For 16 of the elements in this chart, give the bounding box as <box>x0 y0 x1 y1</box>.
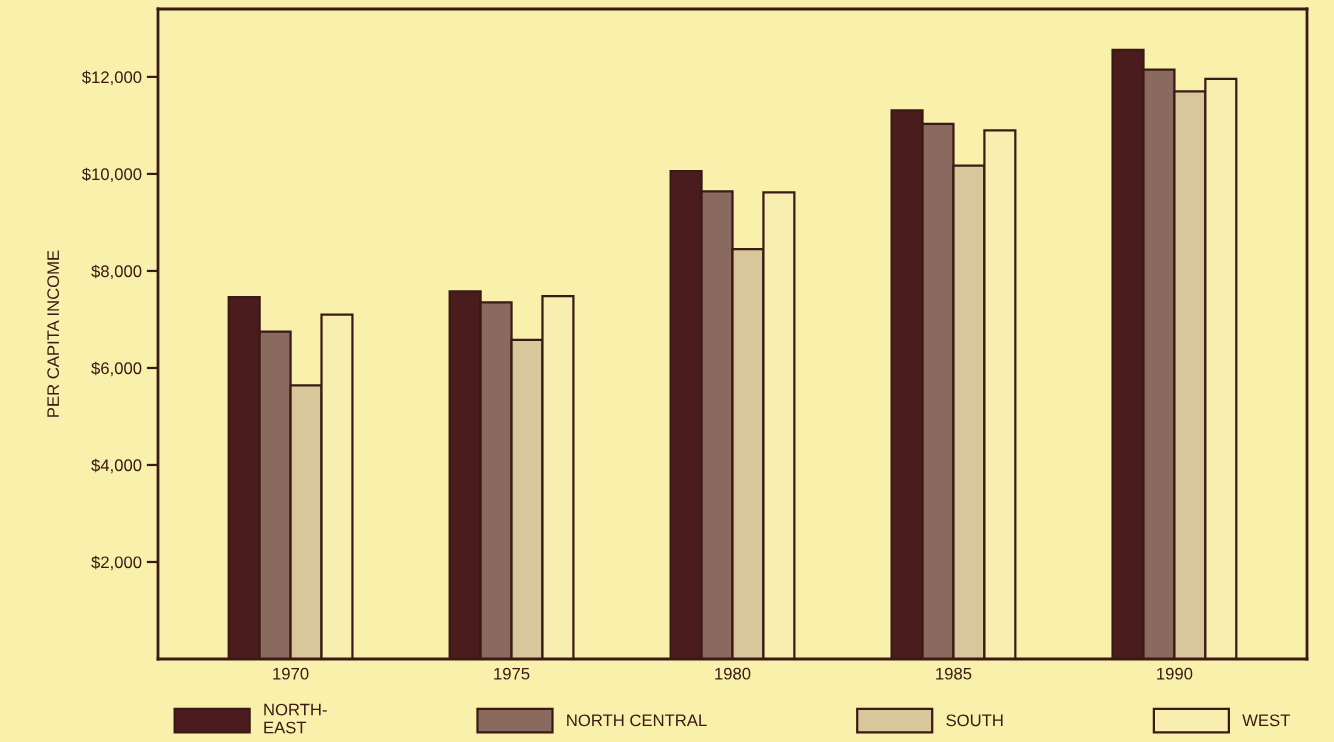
y-tick-label: $6,000 <box>91 361 142 377</box>
y-tick-label: $10,000 <box>81 167 142 183</box>
legend-label: NORTH- EAST <box>264 703 327 734</box>
legend-label: NORTH CENTRAL <box>567 714 707 727</box>
y-tick-label: $8,000 <box>91 264 142 280</box>
x-tick-label: 1970 <box>273 667 309 680</box>
x-tick-label: 1985 <box>936 667 972 680</box>
y-axis-title: PER CAPITA INCOME <box>47 250 60 417</box>
x-tick-label: 1980 <box>715 667 751 680</box>
y-tick-label: $4,000 <box>91 458 142 474</box>
x-tick-label: 1975 <box>494 667 530 680</box>
legend-label: WEST <box>1242 714 1290 727</box>
x-tick-label: 1990 <box>1157 667 1193 680</box>
legend-label: SOUTH <box>946 714 1003 727</box>
y-tick-label: $12,000 <box>81 70 142 86</box>
y-tick-label: $2,000 <box>91 555 142 571</box>
